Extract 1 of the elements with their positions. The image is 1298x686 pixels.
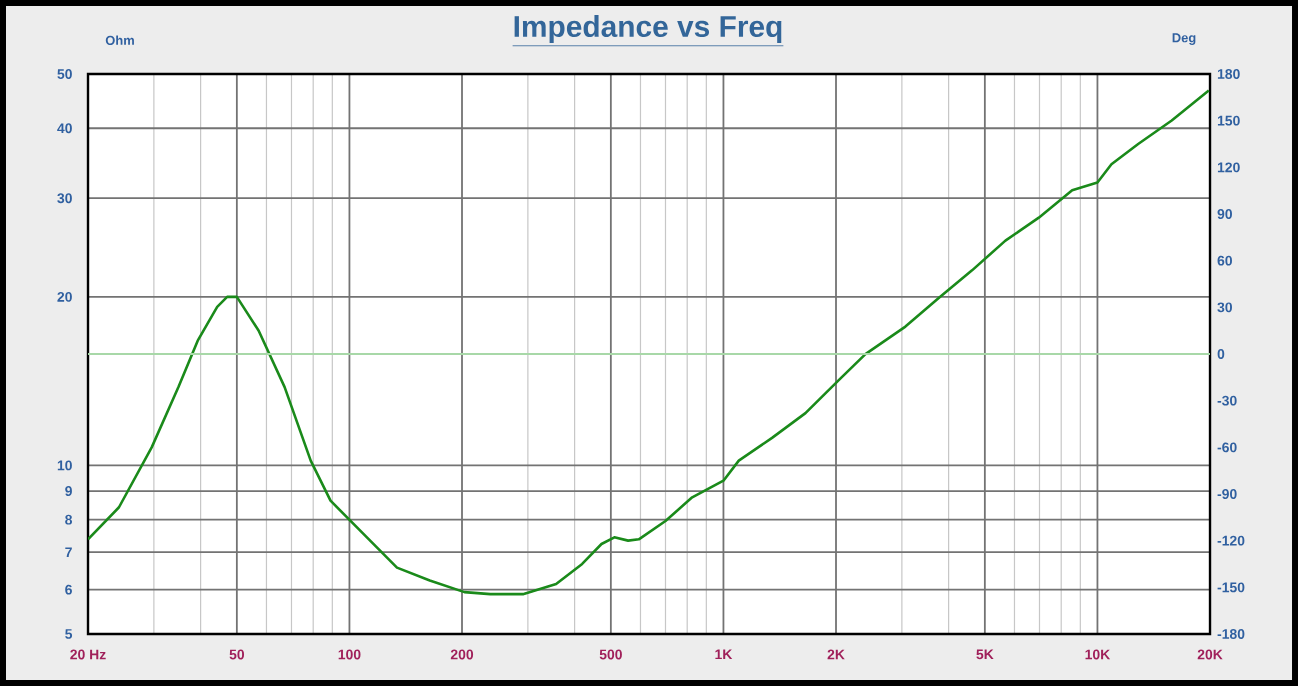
chart-title: Impedance vs Freq xyxy=(514,15,782,43)
